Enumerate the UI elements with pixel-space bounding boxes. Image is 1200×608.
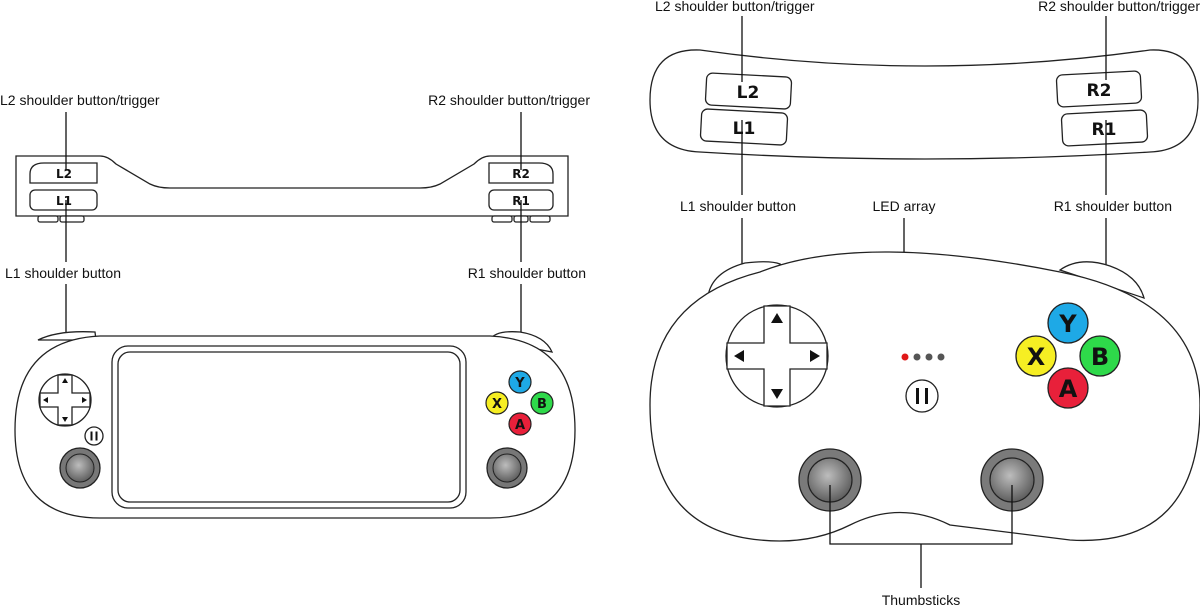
handheld-r2-callout: R2 shoulder button/trigger xyxy=(428,92,590,108)
gamepad-right-thumbstick[interactable] xyxy=(980,448,1044,512)
handheld-y-button[interactable] xyxy=(508,370,532,394)
gamepad-b-label: B xyxy=(1091,343,1109,371)
led-2 xyxy=(913,353,921,361)
gamepad-dpad-left-arrow-icon[interactable] xyxy=(734,350,744,362)
handheld-l1-label: L1 xyxy=(56,194,72,208)
handheld-controller: L2 L1 R2 R1 L2 shoulder button/trigger R… xyxy=(0,92,590,519)
gamepad-face-buttons: Y X B A xyxy=(1015,302,1121,409)
pause-icon xyxy=(90,431,93,441)
handheld-r2-button[interactable] xyxy=(488,162,554,184)
gamepad-pause-icon xyxy=(916,388,919,404)
handheld-a-label: A xyxy=(515,418,525,433)
gamepad-l2-callout: L2 shoulder button/trigger xyxy=(655,0,815,14)
handheld-l2-button[interactable] xyxy=(29,162,98,184)
led-3 xyxy=(925,353,933,361)
gamepad-y-label: Y xyxy=(1058,310,1077,338)
gamepad-shoulder-view: L2 L1 R2 R1 xyxy=(649,49,1199,160)
handheld-shoulder-view: L2 L1 R2 R1 xyxy=(15,155,569,223)
gamepad-l2-label: L2 xyxy=(737,83,760,103)
gamepad-a-button[interactable] xyxy=(1047,367,1089,409)
led-4 xyxy=(937,353,945,361)
gamepad-b-button[interactable] xyxy=(1079,335,1121,377)
dpad-left-arrow-icon[interactable] xyxy=(43,397,48,403)
handheld-x-label: X xyxy=(492,397,502,412)
handheld-l2-callout: L2 shoulder button/trigger xyxy=(0,92,160,108)
gamepad-x-button[interactable] xyxy=(1015,335,1057,377)
gamepad-left-thumbstick[interactable] xyxy=(798,448,862,512)
gamepad-l2-button[interactable] xyxy=(704,72,793,110)
gamepad-a-label: A xyxy=(1059,375,1078,403)
handheld-left-thumbstick[interactable] xyxy=(59,447,101,489)
led-1-lit xyxy=(901,353,909,361)
handheld-a-button[interactable] xyxy=(508,412,532,436)
handheld-l1-callout: L1 shoulder button xyxy=(5,265,121,281)
gamepad-controller: L2 L1 R2 R1 L2 shoulder button/trigger R… xyxy=(649,0,1200,608)
gamepad-r1-callout: R1 shoulder button xyxy=(1054,198,1172,214)
handheld-pause-button[interactable] xyxy=(84,426,104,446)
gamepad-l1-callout: L1 shoulder button xyxy=(680,198,796,214)
gamepad-r1-button[interactable] xyxy=(1060,109,1149,147)
gamepad-dpad-down-arrow-icon[interactable] xyxy=(771,389,783,399)
handheld-front-view: Y X B A xyxy=(14,331,576,519)
handheld-l2-label: L2 xyxy=(56,167,72,181)
gamepad-dpad-right-arrow-icon[interactable] xyxy=(810,350,820,362)
gamepad-y-button[interactable] xyxy=(1047,302,1089,344)
dpad-down-arrow-icon[interactable] xyxy=(62,417,68,422)
gamepad-r2-label: R2 xyxy=(1087,81,1112,101)
handheld-l1-button[interactable] xyxy=(29,189,98,211)
gamepad-r2-callout: R2 shoulder button/trigger xyxy=(1038,0,1200,14)
gamepad-led-callout: LED array xyxy=(872,198,935,214)
dpad-up-arrow-icon[interactable] xyxy=(62,378,68,383)
gamepad-x-label: X xyxy=(1027,343,1046,371)
handheld-r1-callout: R1 shoulder button xyxy=(468,265,586,281)
dpad-right-arrow-icon[interactable] xyxy=(82,397,87,403)
handheld-screen-inner xyxy=(117,351,461,503)
handheld-right-thumbstick[interactable] xyxy=(486,447,528,489)
gamepad-l1-button[interactable] xyxy=(699,108,789,146)
handheld-x-button[interactable] xyxy=(485,391,509,415)
handheld-y-label: Y xyxy=(514,376,525,391)
handheld-dpad[interactable] xyxy=(38,373,92,427)
gamepad-l1-label: L1 xyxy=(733,119,756,139)
gamepad-r1-label: R1 xyxy=(1092,120,1117,140)
handheld-b-label: B xyxy=(537,397,547,412)
gamepad-pause-button[interactable] xyxy=(905,379,939,413)
gamepad-r2-button[interactable] xyxy=(1055,70,1143,108)
handheld-r2-label: R2 xyxy=(512,167,530,181)
gamepad-thumbsticks-callout: Thumbsticks xyxy=(882,592,961,608)
gamepad-dpad-up-arrow-icon[interactable] xyxy=(771,313,783,323)
gamepad-front-view: Y X B A xyxy=(649,251,1200,542)
gamepad-dpad[interactable] xyxy=(725,304,829,408)
handheld-face-buttons: Y X B A xyxy=(485,370,554,436)
handheld-b-button[interactable] xyxy=(530,391,554,415)
gamepad-led-array xyxy=(901,353,945,361)
